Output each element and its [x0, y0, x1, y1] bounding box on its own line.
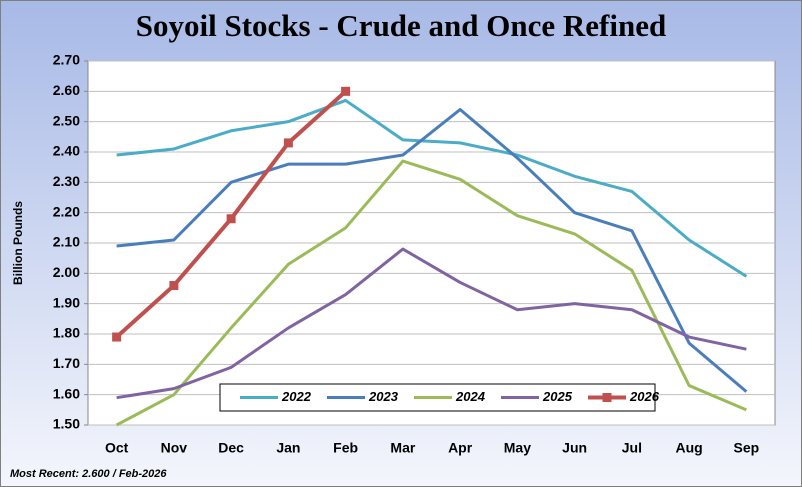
marker [112, 332, 122, 342]
chart-title: Soyoil Stocks - Crude and Once Refined [136, 8, 666, 43]
x-tick-label: Apr [448, 440, 473, 456]
y-tick-label: 2.00 [53, 264, 80, 280]
y-tick-label: 1.50 [53, 416, 80, 432]
x-tick-label: Jul [622, 440, 642, 456]
y-tick-label: 1.70 [53, 355, 80, 371]
marker [283, 138, 293, 148]
legend-label: 2022 [281, 389, 312, 404]
x-tick-label: Jan [276, 440, 300, 456]
x-tick-label: Sep [734, 440, 760, 456]
y-tick-label: 2.30 [53, 173, 80, 189]
x-tick-label: Mar [390, 440, 415, 456]
marker [341, 86, 351, 96]
y-tick-label: 2.50 [53, 112, 80, 128]
y-tick-label: 1.90 [53, 294, 80, 310]
x-tick-label: Jun [562, 440, 587, 456]
series-line [116, 247, 747, 400]
legend-label: 2026 [629, 389, 660, 404]
y-tick-label: 1.80 [53, 325, 80, 341]
y-tick-label: 2.10 [53, 234, 80, 250]
footnote: Most Recent: 2.600 / Feb-2026 [10, 468, 167, 480]
x-tick-label: Nov [161, 440, 188, 456]
y-tick-label: 1.60 [53, 385, 80, 401]
legend-label: 2023 [368, 389, 399, 404]
y-tick-label: 2.60 [53, 82, 80, 98]
x-tick-label: Oct [105, 440, 129, 456]
legend-marker [602, 393, 612, 402]
marker [226, 214, 236, 224]
x-tick-label: Dec [218, 440, 244, 456]
y-tick-label: 2.40 [53, 143, 80, 159]
series-line [116, 108, 748, 393]
series-line [115, 159, 747, 427]
x-tick-label: May [504, 440, 531, 456]
legend-label: 2024 [455, 389, 486, 404]
marker [169, 280, 179, 290]
y-tick-label: 2.70 [53, 52, 80, 68]
legend-label: 2025 [542, 389, 573, 404]
series-line [116, 98, 748, 278]
y-tick-label: 2.20 [53, 203, 80, 219]
x-tick-label: Aug [676, 440, 703, 456]
y-axis-label: Billion Pounds [11, 201, 25, 285]
x-tick-label: Feb [333, 440, 358, 456]
